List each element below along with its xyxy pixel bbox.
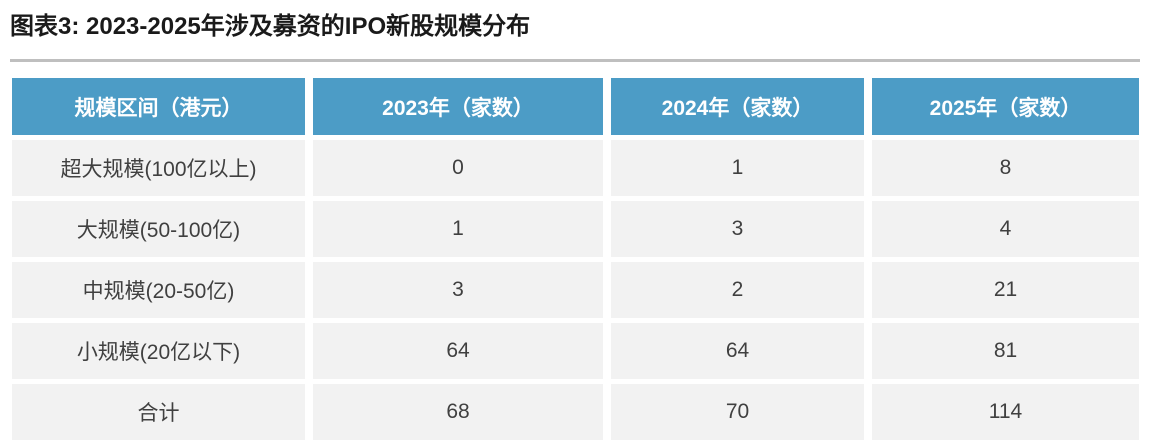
column-header-2023: 2023年（家数） bbox=[313, 78, 603, 135]
row-label-cell: 小规模(20亿以下) bbox=[12, 323, 305, 379]
ipo-scale-distribution-table: 规模区间（港元） 2023年（家数） 2024年（家数） 2025年（家数） 超… bbox=[12, 78, 1139, 440]
value-cell: 3 bbox=[313, 262, 603, 318]
value-cell: 81 bbox=[872, 323, 1139, 379]
value-cell: 4 bbox=[872, 201, 1139, 257]
row-label-cell: 中规模(20-50亿) bbox=[12, 262, 305, 318]
column-header-scale-range: 规模区间（港元） bbox=[12, 78, 305, 135]
value-cell: 3 bbox=[611, 201, 864, 257]
value-cell: 8 bbox=[872, 140, 1139, 196]
row-label-cell: 大规模(50-100亿) bbox=[12, 201, 305, 257]
column-header-2025: 2025年（家数） bbox=[872, 78, 1139, 135]
title-divider bbox=[10, 59, 1140, 62]
value-cell: 0 bbox=[313, 140, 603, 196]
column-header-2024: 2024年（家数） bbox=[611, 78, 864, 135]
value-cell: 68 bbox=[313, 384, 603, 440]
value-cell: 64 bbox=[611, 323, 864, 379]
row-label-cell: 超大规模(100亿以上) bbox=[12, 140, 305, 196]
figure-title: 图表3: 2023-2025年涉及募资的IPO新股规模分布 bbox=[10, 13, 531, 40]
value-cell: 64 bbox=[313, 323, 603, 379]
value-cell: 70 bbox=[611, 384, 864, 440]
value-cell: 114 bbox=[872, 384, 1139, 440]
value-cell: 2 bbox=[611, 262, 864, 318]
row-label-cell: 合计 bbox=[12, 384, 305, 440]
value-cell: 1 bbox=[313, 201, 603, 257]
value-cell: 21 bbox=[872, 262, 1139, 318]
value-cell: 1 bbox=[611, 140, 864, 196]
